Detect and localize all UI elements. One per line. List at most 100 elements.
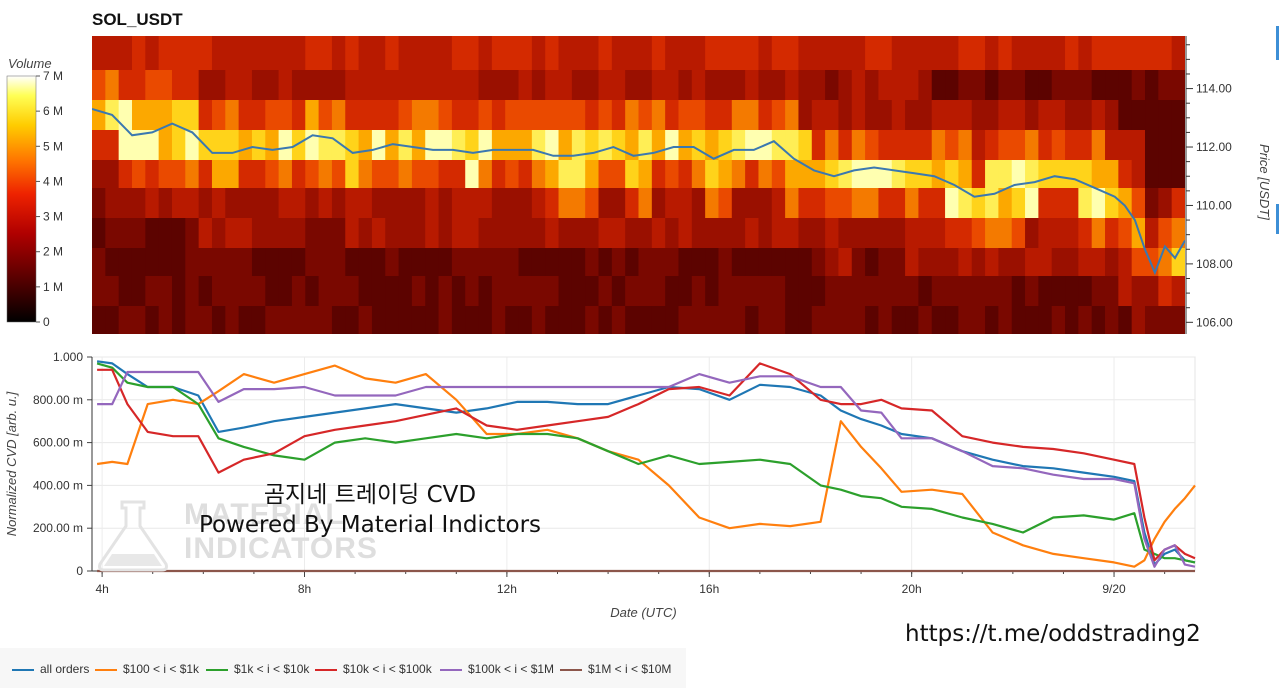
heatmap-cell bbox=[345, 188, 360, 218]
heatmap-cell bbox=[745, 100, 760, 130]
heatmap-cell bbox=[958, 276, 973, 306]
heatmap-cell bbox=[278, 188, 293, 218]
heatmap-cell bbox=[1158, 130, 1173, 160]
price-tick-label: 114.00 bbox=[1196, 82, 1232, 96]
heatmap-cell bbox=[1051, 100, 1066, 130]
legend-item-100-1k[interactable]: $100 < i < $1k bbox=[95, 662, 199, 676]
heatmap-cell bbox=[905, 188, 920, 218]
heatmap-cell bbox=[625, 36, 640, 70]
heatmap-cell bbox=[398, 100, 413, 130]
heatmap-cell bbox=[118, 188, 133, 218]
heatmap-cell bbox=[198, 70, 213, 100]
heatmap-cell bbox=[1145, 100, 1159, 130]
heatmap-cell bbox=[438, 248, 453, 276]
heatmap-cell bbox=[438, 218, 453, 248]
heatmap-cell bbox=[211, 218, 226, 248]
heatmap-cell bbox=[838, 276, 853, 306]
heatmap-cell bbox=[145, 276, 160, 306]
heatmap-cell bbox=[465, 306, 480, 334]
cvd-x-tick-label: 8h bbox=[298, 582, 311, 596]
heatmap-cell bbox=[905, 276, 920, 306]
heatmap-cell bbox=[131, 160, 146, 188]
heatmap-cell bbox=[611, 306, 626, 334]
heatmap-cell bbox=[691, 160, 706, 188]
legend-item-1m-10m[interactable]: $1M < i < $10M bbox=[560, 662, 671, 676]
heatmap-cell bbox=[558, 100, 573, 130]
heatmap-cell bbox=[1011, 248, 1026, 276]
telegram-link[interactable]: https://t.me/oddstrading2 bbox=[905, 621, 1201, 647]
heatmap-cell bbox=[758, 160, 773, 188]
heatmap-cell bbox=[531, 188, 546, 218]
heatmap-cell bbox=[118, 306, 133, 334]
heatmap-cell bbox=[1105, 188, 1119, 218]
heatmap-cell bbox=[998, 306, 1013, 334]
heatmap-cell bbox=[318, 130, 333, 160]
heatmap-cell bbox=[318, 276, 333, 306]
heatmap-cell bbox=[478, 276, 493, 306]
heatmap-cell bbox=[92, 306, 106, 334]
heatmap-cell bbox=[1051, 188, 1066, 218]
heatmap-cell bbox=[665, 160, 680, 188]
heatmap-cell bbox=[358, 100, 373, 130]
heatmap-cell bbox=[545, 130, 560, 160]
heatmap-cell bbox=[731, 160, 746, 188]
heatmap-cell bbox=[1065, 306, 1079, 334]
cvd-y-tick-label: 0 bbox=[76, 564, 83, 578]
heatmap-cell bbox=[211, 130, 226, 160]
legend-item-10k-100k[interactable]: $10k < i < $100k bbox=[315, 662, 432, 676]
heatmap-cell bbox=[958, 218, 973, 248]
cvd-x-tick-label: 4h bbox=[95, 582, 108, 596]
heatmap-cell bbox=[758, 218, 773, 248]
heatmap-cell bbox=[891, 218, 906, 248]
colorbar-tick-label: 5 M bbox=[43, 139, 63, 153]
heatmap-cell bbox=[665, 188, 680, 218]
heatmap-cell bbox=[651, 248, 666, 276]
heatmap-cell bbox=[691, 276, 706, 306]
heatmap-cell bbox=[1091, 100, 1106, 130]
heatmap-cell bbox=[705, 188, 720, 218]
heatmap-cell bbox=[425, 130, 440, 160]
heatmap-cell bbox=[438, 160, 453, 188]
heatmap-cell bbox=[331, 306, 346, 334]
heatmap-cell bbox=[838, 70, 853, 100]
cvd-y-tick-label: 600.00 m bbox=[33, 436, 83, 450]
heatmap-cell bbox=[811, 306, 826, 334]
heatmap-cell bbox=[518, 160, 533, 188]
heatmap-cell bbox=[451, 218, 466, 248]
heatmap-cell bbox=[131, 276, 146, 306]
heatmap-cell bbox=[411, 70, 426, 100]
heatmap-cell bbox=[798, 248, 813, 276]
heatmap-cell bbox=[158, 218, 173, 248]
heatmap-cell bbox=[518, 306, 533, 334]
legend-swatch bbox=[206, 668, 228, 671]
heatmap-cell bbox=[1105, 160, 1119, 188]
legend-item-1k-10k[interactable]: $1k < i < $10k bbox=[206, 662, 309, 676]
legend-item-all-orders[interactable]: all orders bbox=[12, 662, 89, 676]
heatmap-cell bbox=[465, 276, 480, 306]
heatmap-cell bbox=[225, 276, 240, 306]
heatmap-cell bbox=[118, 70, 133, 100]
heatmap-cell bbox=[625, 276, 640, 306]
heatmap-cell bbox=[931, 36, 946, 70]
heatmap-cell bbox=[358, 188, 373, 218]
heatmap-cell bbox=[851, 218, 866, 248]
legend-item-100k-1m[interactable]: $100k < i < $1M bbox=[440, 662, 554, 676]
heatmap-cell bbox=[745, 36, 760, 70]
heatmap-cell bbox=[238, 218, 253, 248]
heatmap-cell bbox=[438, 130, 453, 160]
heatmap-cell bbox=[811, 276, 826, 306]
heatmap-cell bbox=[1078, 248, 1093, 276]
heatmap-cell bbox=[465, 218, 480, 248]
heatmap-cell bbox=[411, 276, 426, 306]
heatmap-cell bbox=[931, 188, 946, 218]
heatmap-cell bbox=[225, 218, 240, 248]
heatmap-cell bbox=[638, 276, 653, 306]
heatmap-cell bbox=[878, 130, 893, 160]
heatmap-cell bbox=[651, 36, 666, 70]
heatmap-cell bbox=[1158, 276, 1173, 306]
heatmap-cell bbox=[825, 36, 840, 70]
heatmap-cell bbox=[771, 276, 786, 306]
heatmap-cell bbox=[265, 130, 280, 160]
heatmap-cell bbox=[105, 218, 120, 248]
heatmap-cell bbox=[678, 130, 693, 160]
